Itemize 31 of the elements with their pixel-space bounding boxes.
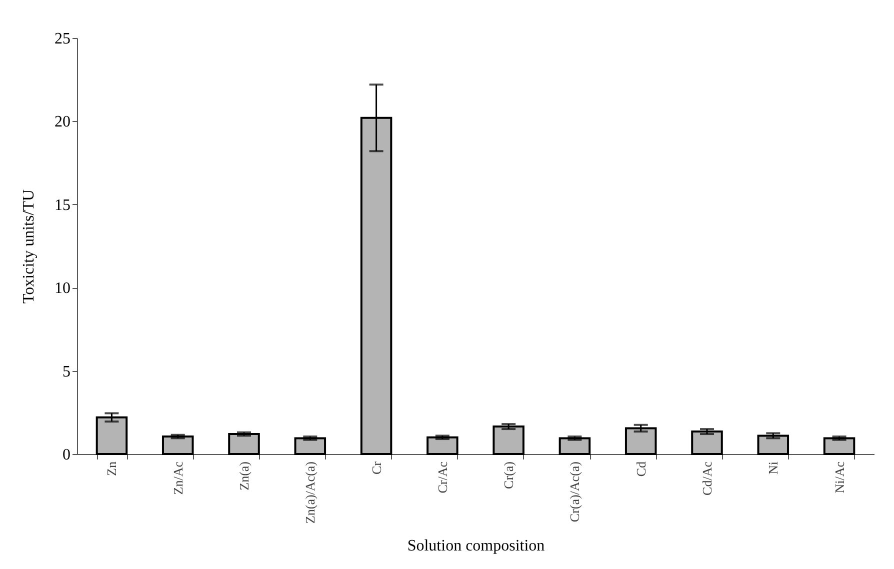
bar bbox=[492, 426, 524, 455]
y-tick-label: 0 bbox=[62, 446, 70, 464]
bar bbox=[162, 436, 194, 455]
x-tick-label: Ni/Ac bbox=[832, 461, 847, 494]
x-axis-title: Solution composition bbox=[407, 538, 545, 555]
bar bbox=[558, 437, 591, 455]
x-tick-label: Cd bbox=[633, 461, 648, 477]
y-tick-label: 5 bbox=[62, 363, 70, 380]
x-tick-label: Cr(a)/Ac(a) bbox=[567, 462, 582, 522]
bar bbox=[228, 433, 260, 455]
y-tick-label: 15 bbox=[54, 196, 70, 214]
y-tick-label: 20 bbox=[54, 114, 70, 131]
bar bbox=[294, 437, 326, 455]
x-tick-label: Cd/Ac bbox=[699, 461, 714, 496]
bar bbox=[96, 416, 128, 455]
x-tick-label: Zn(a)/Ac(a) bbox=[302, 462, 318, 524]
y-tick-label: 25 bbox=[54, 30, 70, 48]
x-tick-label: Zn bbox=[104, 461, 120, 476]
x-tick-label: Ni bbox=[766, 461, 781, 474]
x-tick-label: Zn/Ac bbox=[170, 461, 186, 495]
y-tick-label: 10 bbox=[54, 280, 70, 298]
bar bbox=[691, 430, 723, 455]
x-tick-label: Cr/Ac bbox=[434, 461, 450, 494]
x-tick-label: Zn(a) bbox=[236, 462, 252, 490]
x-tick-label: Cr bbox=[368, 460, 384, 474]
bar bbox=[823, 437, 856, 455]
bar bbox=[624, 427, 657, 455]
y-axis-title: Toxicity units/TU bbox=[20, 189, 38, 304]
bar bbox=[426, 436, 458, 455]
x-tick-label: Cr(a) bbox=[501, 462, 516, 489]
bar bbox=[757, 434, 790, 455]
